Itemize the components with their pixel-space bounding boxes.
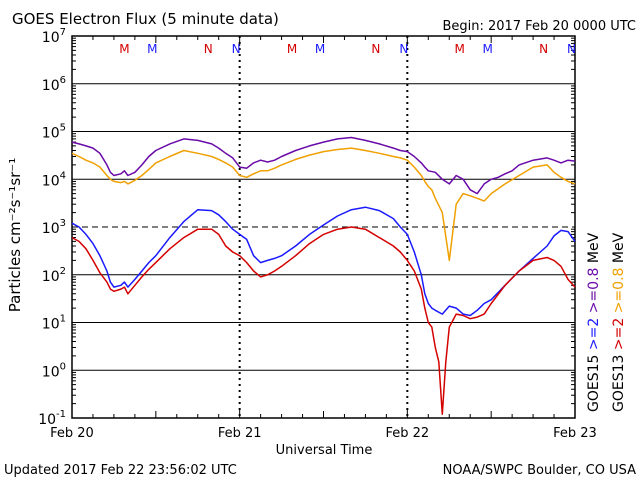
x-tick-label: Feb 21 xyxy=(218,426,262,441)
legend: GOES15 >=2 >=0.8 MeV GOES13 >=2 >=0.8 MeV xyxy=(586,232,627,412)
y-tick-label: 100 xyxy=(42,361,66,380)
daynight-marker: M xyxy=(147,42,157,56)
daynight-marker: M xyxy=(315,42,325,56)
series-line xyxy=(71,147,576,262)
daynight-marker: N xyxy=(371,42,380,56)
x-axis-title: Universal Time xyxy=(276,443,373,458)
credit-label: NOAA/SWPC Boulder, CO USA xyxy=(443,463,636,478)
daynight-marker: N xyxy=(399,42,408,56)
plot-frame xyxy=(71,35,576,419)
daynight-marker: N xyxy=(204,42,213,56)
y-tick-label: 106 xyxy=(42,75,66,94)
daynight-marker: M xyxy=(119,42,129,56)
daynight-marker: N xyxy=(539,42,548,56)
legend-group: GOES15 >=2 >=0.8 MeV xyxy=(586,232,602,412)
series-line xyxy=(71,226,576,415)
y-tick-label: 10-1 xyxy=(38,409,66,428)
y-tick-label: 102 xyxy=(42,266,66,285)
daynight-marker: N xyxy=(567,42,576,56)
y-axis-label: Particles cm⁻²s⁻¹sr⁻¹ xyxy=(6,158,24,312)
x-tick-label: Feb 22 xyxy=(385,426,429,441)
daynight-marker: M xyxy=(455,42,465,56)
y-tick-label: 101 xyxy=(42,314,66,333)
x-tick-label: Feb 23 xyxy=(553,426,597,441)
daynight-marker: M xyxy=(482,42,492,56)
begin-label: Begin: 2017 Feb 20 0000 UTC xyxy=(442,19,636,34)
series-line xyxy=(71,136,576,195)
updated-label: Updated 2017 Feb 22 23:56:02 UTC xyxy=(4,463,237,478)
legend-group: GOES13 >=2 >=0.8 MeV xyxy=(611,232,627,412)
y-axis-title: Particles cm⁻²s⁻¹sr⁻¹ xyxy=(6,158,24,312)
series-line xyxy=(71,206,576,317)
y-tick-label: 103 xyxy=(42,218,66,237)
chart-title: GOES Electron Flux (5 minute data) xyxy=(12,10,279,28)
daynight-marker: N xyxy=(232,42,241,56)
legend-entry: GOES13 >=2 >=0.8 MeV xyxy=(611,232,627,412)
legend-entry: GOES15 >=2 >=0.8 MeV xyxy=(586,232,602,412)
daynight-marker: M xyxy=(287,42,297,56)
plot-area: 10-1 100 101 102 103 104 105 106 107 Feb 20 Feb 21… xyxy=(38,27,597,441)
y-tick-label: 105 xyxy=(42,123,66,142)
y-tick-label: 107 xyxy=(42,27,66,46)
x-tick-label: Feb 20 xyxy=(50,426,94,441)
y-tick-label: 104 xyxy=(42,170,66,189)
